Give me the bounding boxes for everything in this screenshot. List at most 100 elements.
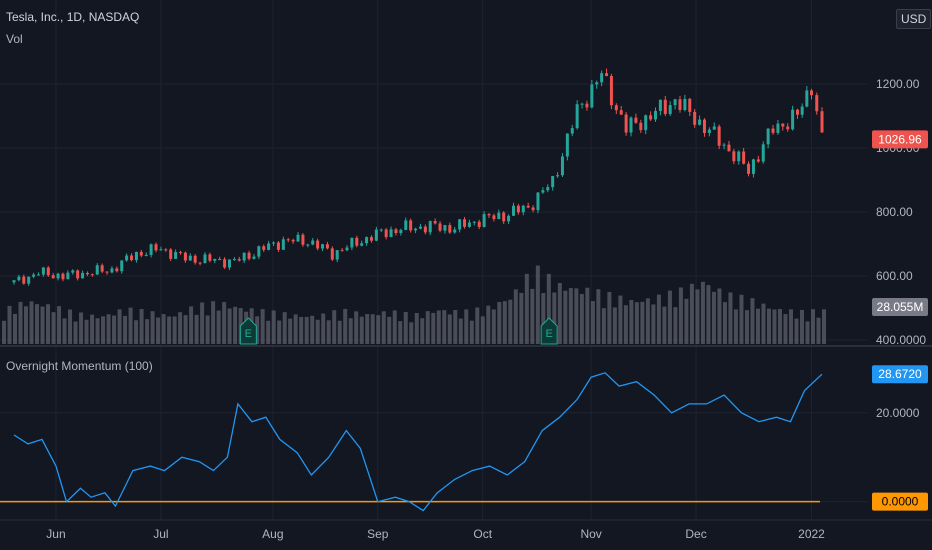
candle-body: [663, 99, 667, 114]
volume-bar: [574, 288, 579, 344]
candle-body: [46, 267, 50, 276]
candle-body: [22, 276, 26, 284]
volume-bar: [288, 318, 293, 344]
candle-body: [766, 128, 770, 145]
candle-body: [678, 99, 682, 110]
volume-bar: [387, 316, 392, 344]
volume-bar: [392, 310, 397, 344]
volume-bar: [656, 294, 661, 344]
volume-bar: [634, 302, 639, 344]
candle-body: [605, 73, 609, 77]
candle-body: [316, 240, 320, 249]
candle-body: [365, 237, 369, 244]
volume-bar: [733, 309, 738, 344]
volume-bar: [601, 308, 606, 344]
candle-body: [732, 151, 736, 162]
earnings-marker: [540, 317, 558, 345]
candle-body: [325, 244, 329, 249]
candle-body: [761, 144, 765, 162]
candle-body: [32, 274, 36, 277]
candle-body: [345, 247, 349, 251]
volume-bar: [728, 292, 733, 344]
candle-body: [751, 159, 755, 174]
candle-body: [453, 229, 457, 233]
volume-bar: [398, 321, 403, 344]
volume-bar: [277, 320, 282, 344]
volume-bar: [689, 283, 694, 344]
candle-body: [360, 243, 364, 246]
currency-button[interactable]: USD: [896, 9, 932, 29]
volume-bar: [2, 320, 6, 344]
candle-body: [242, 252, 246, 261]
candle-body: [776, 123, 780, 133]
candle-body: [502, 212, 506, 222]
candle-body: [702, 119, 706, 133]
volume-bar: [112, 315, 117, 344]
candle-body: [497, 212, 501, 220]
candle-body: [742, 151, 746, 164]
time-axis-label: Nov: [580, 527, 601, 541]
candle-body: [399, 229, 403, 234]
price-axis-label: 400.0000: [876, 333, 926, 347]
candle-body: [139, 251, 143, 256]
volume-bar: [321, 313, 326, 344]
volume-bar: [810, 309, 815, 344]
candle-body: [272, 242, 276, 244]
candle-body: [526, 205, 530, 208]
candle-body: [595, 82, 599, 85]
volume-bar: [332, 310, 337, 344]
volume-bar: [486, 305, 491, 344]
candle-body: [463, 219, 467, 227]
volume-bar: [568, 288, 573, 344]
volume-bar: [722, 302, 727, 344]
volume-bar: [805, 321, 810, 344]
candle-body: [130, 255, 134, 261]
candle-body: [115, 268, 119, 272]
candle-body: [56, 273, 60, 279]
volume-bar: [579, 293, 584, 344]
volume-bar: [618, 295, 623, 344]
volume-bar: [414, 313, 419, 344]
candle-body: [223, 259, 227, 268]
volume-bar: [84, 319, 89, 344]
volume-bar: [106, 314, 111, 344]
volume-bar: [299, 316, 304, 344]
candle-body: [394, 229, 398, 234]
earnings-marker-label: E: [545, 328, 552, 340]
candle-body: [619, 110, 623, 115]
candle-body: [27, 276, 31, 284]
volume-bar: [381, 311, 386, 344]
volume-bar: [101, 316, 106, 344]
candle-body: [418, 226, 422, 229]
volume-bar: [706, 285, 711, 344]
volume-bar: [750, 298, 755, 344]
volume-bar: [343, 308, 348, 344]
volume-bar: [458, 318, 463, 344]
grid-lines: [0, 0, 932, 521]
candle-body: [350, 237, 354, 248]
candle-body: [301, 234, 305, 245]
volume-bar: [453, 309, 458, 344]
candle-body: [100, 265, 104, 272]
time-axis-label: 2022: [798, 527, 825, 541]
candle-body: [428, 221, 432, 233]
volume-bar: [711, 291, 716, 344]
candle-body: [805, 90, 809, 107]
earnings-marker: [239, 317, 257, 345]
volume-bar: [491, 309, 496, 344]
candle-body: [507, 215, 511, 222]
volume-bar: [673, 307, 678, 344]
candle-body: [198, 262, 202, 264]
axis-labels: 1200.001000.00800.00600.00400.000020.000…: [46, 77, 928, 541]
volume-bar: [359, 316, 364, 344]
volume-bar: [255, 316, 260, 344]
candle-body: [178, 252, 182, 254]
candle-body: [267, 243, 271, 250]
volume-bar: [469, 320, 474, 344]
volume-bar: [7, 305, 12, 344]
candle-body: [707, 129, 711, 133]
volume-bar: [24, 306, 29, 344]
candle-body: [12, 280, 16, 283]
